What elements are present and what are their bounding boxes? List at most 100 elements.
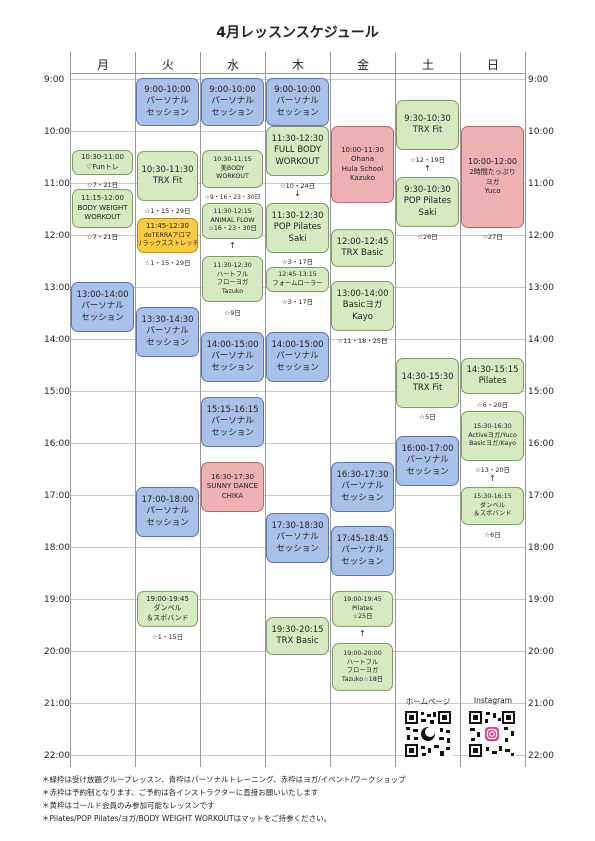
lesson-dates: ☆9・16・23・30日 [204, 194, 261, 201]
lesson-block[interactable]: 12:45-13:15 フォームローラー [266, 267, 329, 292]
lesson-block[interactable]: 10:30-11:15 美BODY WORKOUT [202, 150, 263, 188]
lesson-time: 15:15-16:15 [206, 404, 259, 415]
lesson-name: Basicヨガ [342, 300, 383, 311]
lesson-time: 9:30-10:30 [404, 184, 451, 195]
lesson-time: 11:15-12:00 [81, 194, 124, 203]
lesson-block[interactable]: 15:15-16:15 パーソナル セッション [201, 397, 264, 447]
lesson-block[interactable]: 15:30-16:30 Activeヨガ/Yuco Basicヨガ/Kayo [461, 411, 524, 461]
lesson-time: 9:00-10:00 [209, 84, 256, 95]
lesson-dates: ☆27日 [482, 233, 503, 241]
lesson-name: Hula School [341, 164, 384, 173]
lesson-name: WORKOUT [275, 156, 320, 167]
lesson-block[interactable]: 9:00-10:00 パーソナル セッション [201, 78, 264, 126]
time-label: 16:00 [528, 439, 554, 449]
lesson-block[interactable]: 14:30-15:30 TRX Fit [396, 358, 459, 408]
lesson-block[interactable]: 10:30-11:00 ♡Funトレ [72, 150, 133, 175]
lesson-block[interactable]: 13:00-14:00 Basicヨガ Kayo [331, 281, 394, 331]
lesson-time: 19:00-20:00 [343, 650, 382, 657]
lesson-block[interactable]: 19:00-19:45 Pilates ☆25日 [332, 591, 393, 627]
lesson-block[interactable]: 12:00-12:45 TRX Basic [331, 229, 394, 267]
instructor-name: Kayo [352, 311, 373, 322]
lesson-name: パーソナル [276, 532, 319, 543]
lesson-time: 12:45-13:15 [278, 271, 317, 278]
lesson-block[interactable]: 11:15-12:00 BODY WEIGHT WORKOUT [72, 189, 133, 228]
lesson-block[interactable]: 17:30-18:30 パーソナル セッション [266, 513, 329, 563]
time-label: 18:00 [528, 543, 554, 553]
lesson-name: SUNNY DANCE [206, 482, 259, 491]
lesson-name: パーソナル [146, 506, 189, 517]
lesson-block[interactable]: 11:30-12:30 POP Pilates Saki [266, 203, 329, 253]
lesson-dates: ☆3・17日 [281, 298, 314, 306]
lesson-block[interactable]: 15:30-16:15 ダンベル ＆スポバンド [461, 487, 524, 525]
lesson-name: Ohana [351, 155, 374, 164]
time-label: 9:00 [44, 75, 65, 85]
arrow-icon: ↑ [359, 629, 366, 638]
lesson-dates: ☆7・21日 [86, 181, 119, 189]
lesson-block[interactable]: 16:00-17:00 パーソナル セッション [396, 436, 459, 486]
time-label: 12:00 [44, 231, 70, 241]
lesson-block[interactable]: 19:00-20:00 ハートフル フローヨガ Tazuko☆18日 [332, 643, 393, 691]
lesson-block[interactable]: 11:30-12:30 ハートフル フローヨガ Tazuko [202, 256, 263, 302]
time-label: 14:00 [44, 335, 70, 345]
lesson-block[interactable]: 11:45-12:30 doTERRAアロマ リラックスストレッチ [137, 218, 198, 253]
instagram-qr-icon[interactable] [468, 710, 516, 758]
lesson-block[interactable]: 10:30-11:30 TRX Fit [137, 151, 198, 201]
time-label: 21:00 [528, 699, 554, 709]
lesson-time: 13:00-14:00 [336, 288, 389, 299]
lesson-name: パーソナル [341, 545, 384, 556]
lesson-block[interactable]: 9:30-10:30 POP Pilates Saki [396, 177, 459, 227]
lesson-block[interactable]: 10:00-12:00 2時間たっぷり ヨガ Yuco [461, 126, 524, 228]
lesson-block[interactable]: 9:00-10:00 パーソナル セッション [266, 78, 329, 126]
lesson-block[interactable]: 17:00-18:00 パーソナル セッション [136, 487, 199, 537]
lesson-time: 11:30-12:30 [271, 133, 324, 144]
hour-line [70, 443, 525, 444]
lesson-block[interactable]: 19:00-19:45 ダンベル ＆スポバンド [137, 591, 198, 627]
lesson-block[interactable]: 11:30-12:30 FULL BODY WORKOUT [266, 126, 329, 176]
arrow-icon: ↑ [424, 164, 431, 173]
lesson-block[interactable]: 14:00-15:00 パーソナル セッション [201, 332, 264, 382]
lesson-name: Pilates [352, 604, 373, 612]
time-label: 17:00 [528, 491, 554, 501]
lesson-block[interactable]: 13:30-14:30 パーソナル セッション [136, 307, 199, 357]
column-line [330, 52, 331, 767]
lesson-time: 14:00-15:00 [206, 339, 259, 350]
lesson-block[interactable]: 16:30-17:30 パーソナル セッション [331, 462, 394, 512]
lesson-name: 2時間たっぷり [469, 168, 516, 177]
lesson-time: 15:30-16:15 [473, 493, 512, 501]
lesson-name: ♡Funトレ [86, 162, 119, 171]
lesson-block[interactable]: 14:00-15:00 パーソナル セッション [266, 332, 329, 382]
lesson-block[interactable]: 10:00-11:30 Ohana Hula School Kazuko [331, 126, 394, 203]
lesson-block[interactable]: 17:45-18:45 パーソナル セッション [331, 526, 394, 576]
lesson-time: 16:30-17:30 [211, 472, 254, 481]
lesson-time: 10:30-11:00 [81, 153, 124, 162]
instructor-name: Kazuko [350, 173, 375, 182]
footnote: ＊緑枠は受け放題グループレッスン、青枠はパーソナルトレーニング、赤枠はヨガ/イベ… [42, 775, 406, 784]
hour-line [70, 703, 525, 704]
time-label: 15:00 [44, 387, 70, 397]
lesson-name: ANIMAL FLOW [210, 216, 255, 224]
lesson-block[interactable]: 9:30-10:30 TRX Fit [396, 100, 459, 150]
instructor-name: Tazuko [221, 287, 244, 295]
time-label: 22:00 [528, 751, 554, 761]
lesson-time: 11:30-12:15 [213, 208, 252, 216]
time-label: 21:00 [44, 699, 70, 709]
lesson-name: セッション [341, 492, 384, 503]
homepage-qr-icon[interactable] [404, 710, 452, 758]
lesson-name: ダンベル [479, 501, 506, 509]
footnote: ＊赤枠は予約制となります、ご予約は各インストラクターに直接お願いいたします [42, 788, 319, 797]
lesson-block[interactable]: 11:30-12:15 ANIMAL FLOW ☆16・23・30日 [202, 203, 263, 239]
lesson-block[interactable]: 9:00-10:00 パーソナル セッション [136, 78, 199, 126]
lesson-time: 11:30-12:30 [213, 262, 252, 269]
day-header-mon: 月 [96, 58, 109, 72]
lesson-block[interactable]: 16:30-17:30 SUNNY DANCE CHIKA [201, 462, 264, 512]
time-label: 15:00 [528, 387, 554, 397]
lesson-time: 19:00-19:45 [343, 596, 382, 604]
lesson-name: セッション [406, 466, 449, 477]
lesson-time: 11:30-12:30 [271, 210, 324, 221]
lesson-block[interactable]: 14:30-15:15 Pilates [461, 358, 524, 394]
time-label: 20:00 [528, 647, 554, 657]
lesson-block[interactable]: 19:30-20:15 TRX Basic [266, 617, 329, 655]
time-label: 13:00 [528, 283, 554, 293]
lesson-name: FULL BODY [274, 145, 321, 156]
lesson-block[interactable]: 13:00-14:00 パーソナル セッション [71, 282, 134, 332]
